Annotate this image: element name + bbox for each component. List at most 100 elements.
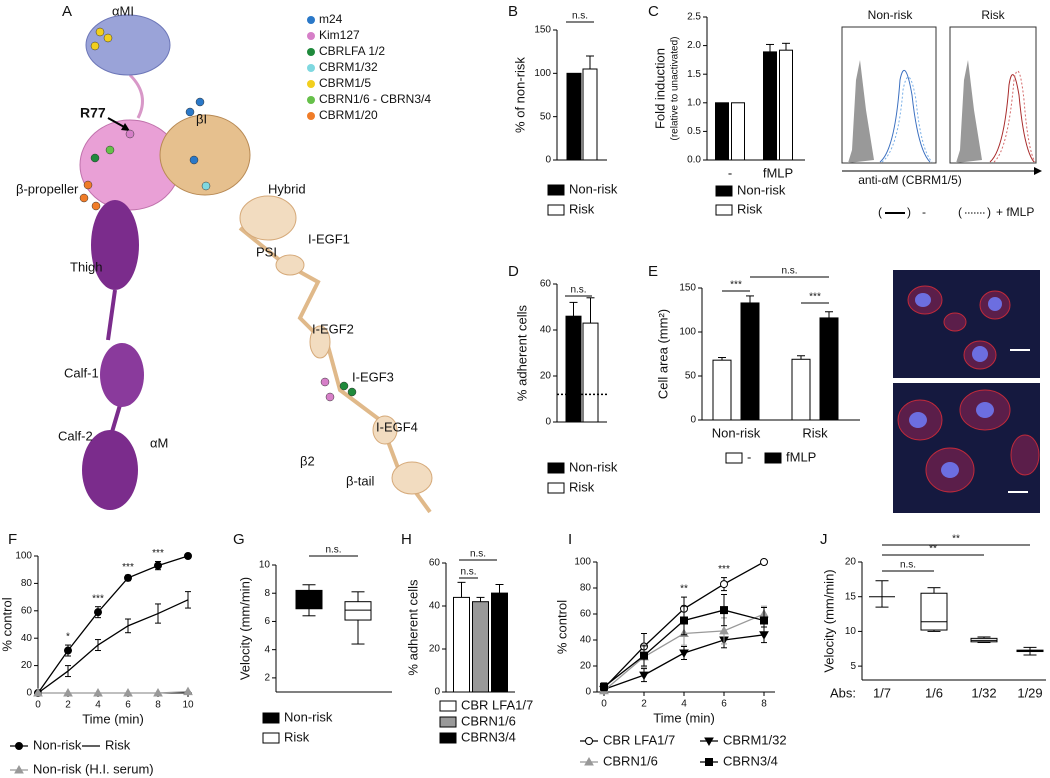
legend-label: m24 [319,12,343,26]
epitope-dot [339,381,349,391]
legend-label: Non-risk [33,737,82,752]
y-tick-label: 0 [545,155,551,166]
legend-label: CBRLFA 1/2 [319,44,385,58]
significance-label: n.s. [781,266,797,277]
x-tick-label: 8 [155,700,161,711]
y-tick-label: 100 [679,327,696,338]
x-tick-label: 4 [681,699,687,710]
y-axis-label: Cell area (mm²) [655,309,670,399]
panel-letter: E [648,263,658,280]
series-line [37,599,189,694]
hybrid-domain [239,195,297,241]
epitope-dot [90,153,100,163]
legend-label: CBR LFA1/7 [603,732,675,747]
significance-label: n.s. [460,567,476,578]
significance-label: *** [152,548,164,559]
x-tick-label: Non-risk [712,425,761,440]
psi-domain [275,254,305,276]
legend-bracket: ( [958,205,962,219]
nucleus [941,462,959,478]
legend-label: - [747,449,751,464]
legend-label: Risk [569,201,595,216]
legend-label: fMLP [786,449,816,464]
y-tick-label: 6 [264,616,270,627]
x-tick-label: fMLP [763,165,793,180]
y-tick-label: 50 [540,111,552,122]
significance-label: n.s. [570,285,586,296]
significance-label: *** [92,593,104,604]
bar [763,51,777,161]
legend-label: Risk [569,479,595,494]
box [295,589,323,610]
legend-swatch [262,712,280,724]
egf-domain [309,325,331,359]
legend-label: CBRN3/4 [461,729,516,744]
epitope-dot [320,377,330,387]
bar [731,102,745,161]
significance-label: *** [809,292,821,303]
alpha-chain [106,289,122,433]
bar [472,601,489,693]
isotype-histogram [956,60,982,163]
structure-label: Calf-2 [58,428,93,443]
legend-dot [307,96,315,104]
structure-label: I-EGF1 [308,231,350,246]
structure-label: Thigh [70,259,103,274]
legend-dot [307,112,315,120]
marker [679,649,689,659]
significance-label: n.s. [470,549,486,560]
legend-bracket: ) [987,205,991,219]
y-tick-label: 100 [574,557,591,568]
significance-label: *** [718,564,730,575]
y-axis-label: % of non-risk [512,57,527,133]
x-tick-label: 0 [601,699,607,710]
legend-label: CBRN3/4 [723,753,778,768]
legend-swatch [547,204,565,216]
x-tick-label: 4 [95,700,101,711]
isotype-histogram [848,60,874,163]
marker [63,687,73,697]
panel-letter: J [820,531,828,548]
y-tick-label: 40 [429,601,441,612]
calf1-domain [100,343,144,407]
epitope-dot [95,27,105,37]
panel-letter: D [508,263,519,280]
legend-swatch [715,204,733,216]
legend-label: CBRM1/32 [723,732,787,747]
epitope-dot [195,97,205,107]
legend-label: CBRM1/5 [319,76,371,90]
y-tick-label: 0.0 [687,155,701,166]
marker [33,687,43,697]
arrow [107,117,127,129]
beta-i-domain [159,114,251,196]
egf-domain [372,415,398,445]
legend-marker [705,758,713,766]
series-line [37,555,189,694]
y-tick-label: 15 [845,591,857,602]
x-tick-label: 1/6 [925,685,943,700]
arrow-head [121,123,130,131]
protein-structure [79,14,433,514]
legend-label: Kim127 [319,28,360,42]
legend-label: Risk [105,737,131,752]
legend-swatch [262,732,280,744]
bar [779,49,793,161]
y-tick-label: 80 [580,583,592,594]
bar [566,72,582,161]
x-axis-label: Abs: [830,685,856,700]
bar [740,302,760,421]
legend-swatch [439,716,457,728]
legend-marker [14,764,24,774]
epitope-dot [90,41,100,51]
legend-swatch [725,452,743,464]
x-tick-label: 2 [641,699,647,710]
y-tick-label: 20 [21,660,33,671]
legend-label: Non-risk (H.I. serum) [33,761,154,776]
x-tick-label: 2 [65,700,71,711]
structure-label: βI [196,111,207,126]
y-tick-label: 50 [685,371,697,382]
flow-histogram [989,74,1035,163]
legend-dot [307,64,315,72]
bar [453,596,470,693]
